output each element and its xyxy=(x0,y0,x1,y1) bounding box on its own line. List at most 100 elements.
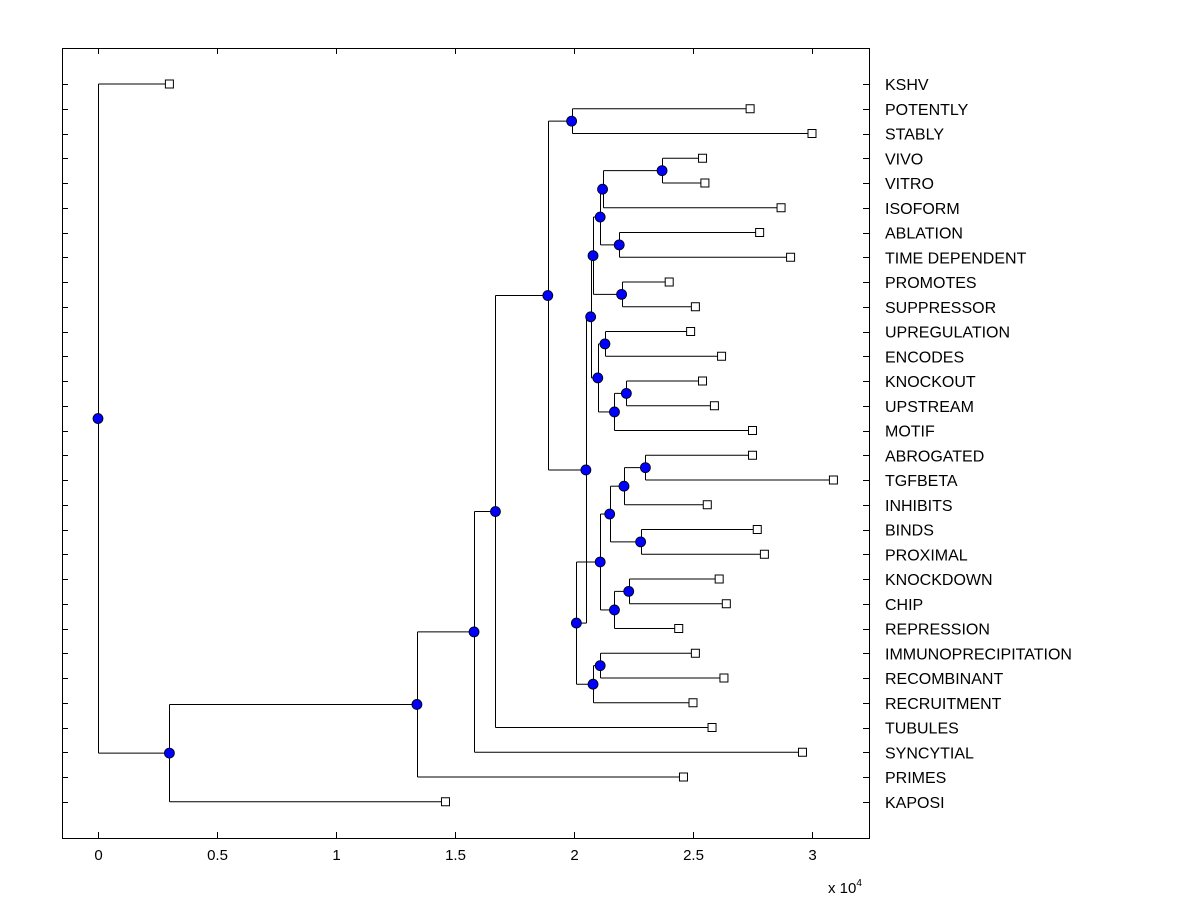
cluster-node-marker xyxy=(594,660,606,672)
cluster-node-marker xyxy=(594,211,606,223)
cluster-node-marker xyxy=(411,699,423,710)
leaf-marker xyxy=(786,252,796,262)
leaf-label: PROXIMAL xyxy=(885,547,968,564)
leaf-marker xyxy=(748,426,757,435)
leaf-marker xyxy=(690,648,700,658)
cluster-node-marker xyxy=(618,480,630,492)
cluster-node-marker xyxy=(597,183,608,195)
leaf-marker xyxy=(717,351,727,361)
cluster-node-marker xyxy=(620,387,632,399)
cluster-node-marker xyxy=(623,585,635,597)
leaf-label: CHIP xyxy=(885,597,923,614)
leaf-label: REPRESSION xyxy=(885,622,990,639)
leaf-label: MOTIF xyxy=(885,424,935,441)
leaf-marker xyxy=(709,401,719,411)
cluster-node-marker xyxy=(587,250,599,262)
leaf-label: BINDS xyxy=(885,523,934,540)
leaf-label: SUPPRESSOR xyxy=(885,300,996,317)
x-tick-label: 0 xyxy=(94,847,102,864)
cluster-node-marker xyxy=(585,311,597,323)
leaf-marker xyxy=(776,203,786,213)
cluster-node-marker xyxy=(490,506,501,517)
leaf-label: IMMUNOPRECIPITATION xyxy=(885,646,1072,663)
leaf-marker xyxy=(828,475,838,485)
axis-ticks: 0 0.5 1 1.5 2 2.5 3 xyxy=(62,48,869,864)
cluster-node-marker xyxy=(566,115,578,127)
x-tick-label: 2 xyxy=(570,847,578,864)
dendrogram-markers xyxy=(92,79,838,807)
leaf-marker xyxy=(707,723,717,732)
leaf-label: POTENTLY xyxy=(885,102,969,119)
leaf-label: ABLATION xyxy=(885,226,963,243)
x-axis-multiplier: x 104 xyxy=(828,878,862,897)
leaf-marker xyxy=(719,673,729,683)
leaf-labels: KSHV POTENTLY STABLY VIVO VITRO ISOFORM ABLATI… xyxy=(885,77,1072,812)
leaf-marker xyxy=(678,772,688,782)
leaf-label: KNOCKOUT xyxy=(885,374,976,391)
leaf-label: STABLY xyxy=(885,127,944,144)
cluster-node-marker xyxy=(613,239,625,251)
x-axis-multiplier-base: x 10 xyxy=(828,880,856,897)
cluster-node-marker xyxy=(592,372,604,384)
leaf-marker xyxy=(686,327,696,336)
cluster-node-marker xyxy=(468,626,480,638)
cluster-node-marker xyxy=(604,508,616,520)
x-tick-label: 3 xyxy=(808,847,816,864)
leaf-marker xyxy=(440,797,450,807)
leaf-marker xyxy=(755,228,765,237)
dendrogram-links xyxy=(98,83,834,803)
leaf-label: ENCODES xyxy=(885,349,964,366)
leaf-label: VITRO xyxy=(885,176,934,193)
plot-area-frame xyxy=(62,48,870,839)
cluster-node-marker xyxy=(594,556,606,568)
cluster-node-marker xyxy=(656,165,668,177)
cluster-node-marker xyxy=(616,288,627,300)
leaf-label: ABROGATED xyxy=(885,448,984,465)
leaf-marker xyxy=(698,376,708,386)
cluster-node-marker xyxy=(92,413,104,424)
x-tick-label: 1.5 xyxy=(445,847,466,864)
leaf-label: VIVO xyxy=(885,151,923,168)
leaf-label: TUBULES xyxy=(885,721,959,738)
leaf-label: INHIBITS xyxy=(885,498,953,515)
cluster-node-marker xyxy=(635,536,647,548)
leaf-marker xyxy=(745,104,755,114)
leaf-marker xyxy=(759,549,769,559)
leaf-marker xyxy=(698,153,708,163)
leaf-label: PRIMES xyxy=(885,770,946,787)
leaf-label: KSHV xyxy=(885,77,929,94)
cluster-node-marker xyxy=(609,604,620,616)
leaf-label: TGFBETA xyxy=(885,473,958,490)
leaf-label: RECOMBINANT xyxy=(885,671,1003,688)
leaf-marker xyxy=(721,599,731,609)
x-tick-label: 0.5 xyxy=(207,847,228,864)
leaf-label: RECRUITMENT xyxy=(885,696,1002,713)
cluster-node-marker xyxy=(640,462,651,474)
leaf-label: KNOCKDOWN xyxy=(885,572,993,589)
leaf-marker xyxy=(664,277,674,287)
leaf-label: ISOFORM xyxy=(885,201,960,218)
cluster-node-marker xyxy=(542,290,554,301)
leaf-label: SYNCYTIAL xyxy=(885,745,974,762)
leaf-label: KAPOSI xyxy=(885,795,945,812)
x-axis-multiplier-exponent: 4 xyxy=(856,878,862,889)
leaf-marker xyxy=(748,450,757,460)
leaf-marker xyxy=(752,525,762,534)
leaf-label: UPSTREAM xyxy=(885,399,974,416)
leaf-marker xyxy=(702,500,712,510)
leaf-marker xyxy=(797,747,807,757)
x-tick-label: 1 xyxy=(332,847,340,864)
leaf-marker xyxy=(688,698,698,708)
leaf-marker xyxy=(700,178,710,188)
leaf-marker xyxy=(714,574,724,584)
cluster-node-marker xyxy=(587,678,599,690)
cluster-node-marker xyxy=(599,338,611,350)
leaf-marker xyxy=(807,129,817,138)
leaf-label: UPREGULATION xyxy=(885,325,1010,342)
cluster-node-marker xyxy=(580,464,592,476)
leaf-marker xyxy=(690,302,700,312)
cluster-node-marker xyxy=(609,406,620,418)
leaf-label: PROMOTES xyxy=(885,275,977,292)
cluster-node-marker xyxy=(570,617,582,629)
